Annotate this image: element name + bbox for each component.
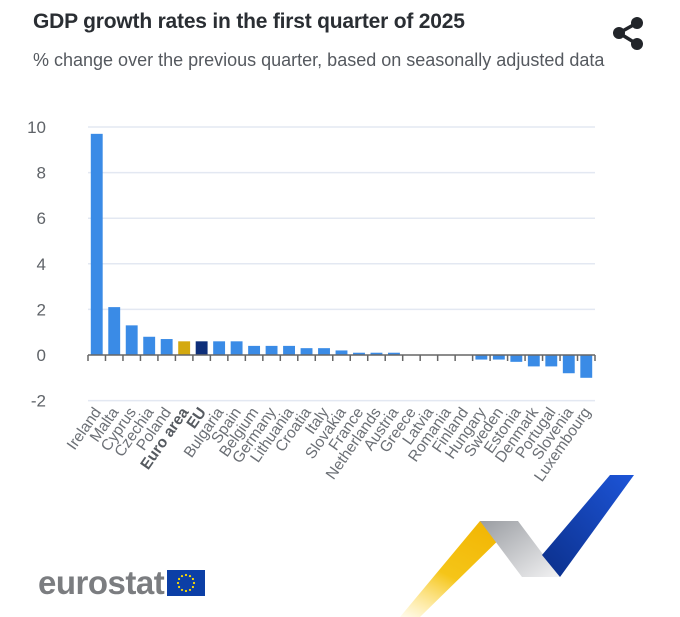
bars (90, 133, 593, 378)
flag-star (178, 585, 181, 588)
flag-star (181, 588, 184, 591)
flag-star (181, 574, 184, 577)
bar-estonia[interactable] (510, 355, 523, 362)
chart-title: GDP growth rates in the first quarter of… (33, 10, 465, 33)
bar-spain[interactable] (230, 341, 243, 355)
gridlines (88, 126, 595, 402)
bar-france[interactable] (353, 352, 365, 355)
bar-netherlands[interactable] (370, 352, 383, 355)
bar-hungary[interactable] (475, 355, 488, 360)
y-tick-label: -2 (31, 392, 46, 411)
y-tick-label: 0 (37, 346, 46, 365)
bar-lithuania[interactable] (283, 345, 295, 355)
bar-croatia[interactable] (300, 348, 313, 355)
flag-star (192, 585, 195, 588)
bar-luxembourg[interactable] (580, 355, 593, 378)
bar-italy[interactable] (318, 348, 330, 355)
bar-chart: -2 0 2 4 6 8 10 IrelandMaltaCyprusCzechiaPolan… (27, 118, 596, 485)
bar-euro-area[interactable] (178, 341, 191, 355)
flag-star (193, 581, 196, 584)
chart-subtitle: % change over the previous quarter, base… (33, 50, 605, 70)
bar-bulgaria[interactable] (213, 341, 226, 355)
flag-star (185, 589, 188, 592)
decorative-ribbon-graphic (400, 475, 634, 617)
bar-austria[interactable] (388, 352, 400, 355)
y-axis: -2 0 2 4 6 8 10 (27, 118, 46, 411)
y-tick-label: 10 (27, 118, 46, 137)
y-tick-label: 4 (37, 255, 46, 274)
logo-text: eurostat (38, 564, 165, 601)
bar-ireland[interactable] (90, 133, 103, 355)
flag-star (178, 577, 181, 580)
flag-star (177, 581, 180, 584)
flag-star (189, 574, 192, 577)
bar-sweden[interactable] (492, 355, 505, 360)
bar-germany[interactable] (265, 345, 278, 355)
flag-star (192, 577, 195, 580)
bar-poland[interactable] (160, 339, 173, 355)
y-tick-label: 2 (37, 300, 46, 319)
bar-slovakia[interactable] (335, 350, 348, 355)
flag-star (185, 573, 188, 576)
bar-slovenia[interactable] (562, 355, 575, 374)
bar-malta[interactable] (108, 307, 121, 355)
flag-star (189, 588, 192, 591)
eu-flag-icon (167, 569, 206, 596)
share-icon[interactable] (610, 14, 646, 50)
y-tick-label: 6 (37, 209, 46, 228)
bar-cyprus[interactable] (125, 325, 138, 355)
bar-portugal[interactable] (545, 355, 558, 367)
bar-czechia[interactable] (143, 336, 156, 355)
bar-belgium[interactable] (248, 345, 261, 355)
eurostat-logo: eurostat (38, 564, 206, 601)
bar-eu[interactable] (195, 341, 208, 355)
bar-denmark[interactable] (527, 355, 540, 367)
y-tick-label: 8 (37, 164, 46, 183)
